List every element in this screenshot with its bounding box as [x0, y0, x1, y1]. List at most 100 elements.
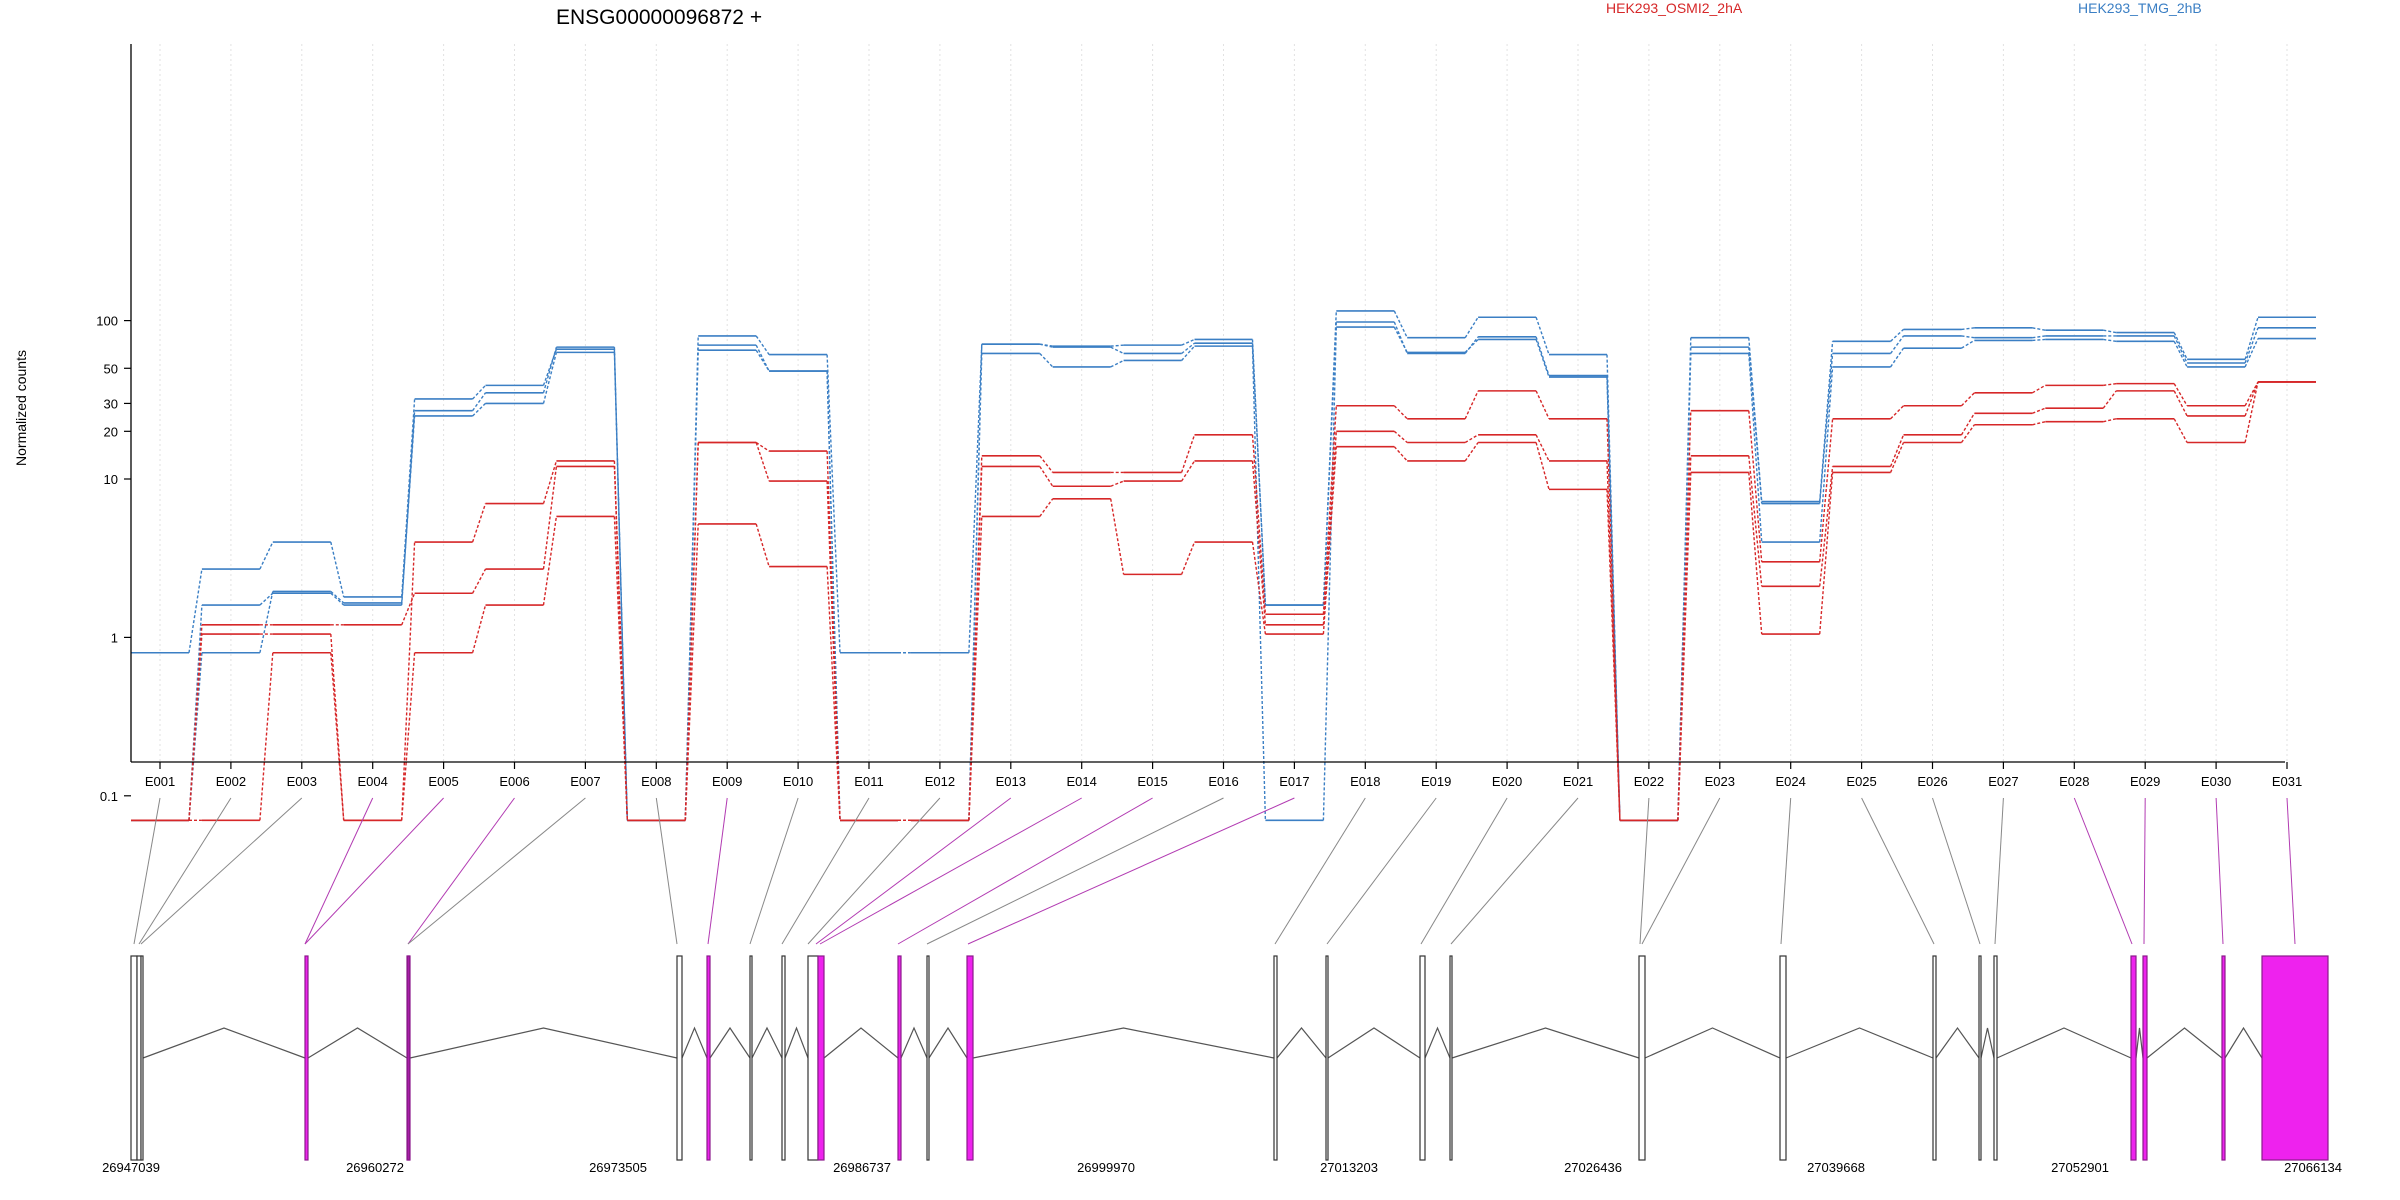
x-tick-label: E004 [358, 774, 388, 789]
exon-box-6 [407, 955, 411, 1161]
series-connector [1393, 405, 1408, 420]
vertical-grid [159, 44, 2288, 762]
exon-box-26 [2142, 955, 2148, 1161]
series-connector [471, 568, 487, 594]
coordinate-label: 27039668 [1807, 1160, 1865, 1175]
series-connector [1110, 346, 1124, 355]
intron-line [900, 1026, 928, 1059]
series-connector [1464, 316, 1479, 339]
x-tick-label: E017 [1279, 774, 1309, 789]
exon-box-25 [2130, 955, 2137, 1161]
connector-e010 [749, 797, 799, 945]
x-tick-label: E005 [428, 774, 458, 789]
x-tick-label: E021 [1563, 774, 1593, 789]
series-connector [1393, 321, 1408, 354]
series-connector [1464, 434, 1479, 444]
series-connector [1039, 353, 1054, 368]
exon-box-20 [1638, 955, 1646, 1161]
series-connector [1748, 347, 1763, 504]
series-connector [472, 392, 487, 412]
intron-line [2135, 1027, 2144, 1059]
series-connector [684, 523, 699, 821]
y-tick-label: 30 [104, 396, 118, 411]
connector-e026 [1932, 797, 1981, 945]
series-connector [2173, 335, 2188, 364]
series-connector [188, 568, 203, 653]
exon-box-10 [781, 955, 786, 1161]
series-connector [2032, 407, 2046, 414]
series-connector [826, 566, 841, 821]
series-connector [472, 402, 486, 417]
series-connector [1180, 434, 1196, 473]
series-connector [1819, 353, 1834, 504]
x-tick-label: E016 [1208, 774, 1238, 789]
series-connector [755, 349, 770, 372]
series-connector [1890, 405, 1904, 420]
exon-box-24 [1993, 955, 1998, 1161]
intron-line [1451, 1027, 1640, 1059]
x-tick-label: E022 [1634, 774, 1664, 789]
series-connector [1535, 442, 1550, 490]
exon-box-28 [2261, 955, 2329, 1161]
series-connector [2244, 381, 2259, 443]
intron-line [2224, 1026, 2263, 1059]
series-connector [2032, 421, 2046, 426]
series-connector [1819, 472, 1834, 635]
x-tick-label: E026 [1917, 774, 1947, 789]
series-connector [1889, 442, 1905, 473]
series-connector [1961, 339, 1975, 349]
series-connector [1748, 472, 1763, 635]
series-connector [1110, 498, 1125, 575]
connector-e011 [781, 797, 870, 945]
series-connector [259, 591, 274, 653]
connector-e024 [1780, 797, 1792, 945]
exon-box-23 [1978, 955, 1982, 1161]
series-connector [401, 592, 416, 626]
series-connector [471, 503, 487, 543]
x-tick-label: E024 [1776, 774, 1806, 789]
connector-e005 [304, 797, 444, 945]
series-connector [188, 652, 203, 821]
series-connector [1606, 418, 1621, 821]
series-connector [1393, 430, 1408, 444]
connector-e019 [1326, 797, 1437, 945]
series-connector [755, 523, 770, 567]
legend-tmg: HEK293_TMG_2hB [2078, 0, 2202, 16]
series-connector [2032, 327, 2046, 331]
series-connector [826, 481, 841, 821]
connector-e012 [807, 797, 941, 945]
connector-e031 [2286, 797, 2296, 945]
series-connector [1110, 480, 1124, 487]
series-connector [2103, 338, 2117, 343]
series-connector [401, 398, 416, 598]
x-tick-label: E011 [854, 774, 883, 789]
series-connector [401, 415, 416, 603]
connector-e014 [819, 797, 1082, 945]
series-connector [2244, 317, 2259, 360]
chart-title: ENSG00000096872 + [556, 6, 762, 29]
series-connector [2244, 381, 2259, 417]
series-connector [2244, 327, 2259, 364]
genomic-coordinates: 26947039 26960272 26973505 26986737 26999970… [102, 1160, 2342, 1175]
x-tick-label: E009 [712, 774, 742, 789]
connector-e017 [967, 797, 1295, 945]
coordinate-label: 26960272 [346, 1160, 404, 1175]
series-connector [968, 344, 983, 653]
intron-line [928, 1026, 968, 1059]
series-connector [613, 516, 628, 821]
series-lines [131, 310, 2316, 822]
series-connector [1961, 335, 1975, 339]
series-6 [131, 381, 2316, 822]
x-tick-label: E008 [641, 774, 671, 789]
x-ticks: E001 E002 E003 E004 E005 E006 E007 E008 E009 E010… [145, 762, 2302, 789]
series-connector [1890, 347, 1905, 368]
series-connector [2103, 382, 2117, 387]
intron-line [1980, 1027, 1995, 1059]
connector-e022 [1639, 797, 1650, 945]
coordinate-label: 27052901 [2051, 1160, 2109, 1175]
x-tick-label: E019 [1421, 774, 1451, 789]
coordinate-label: 26986737 [833, 1160, 891, 1175]
series-connector [542, 352, 558, 404]
series-connector [401, 542, 416, 821]
